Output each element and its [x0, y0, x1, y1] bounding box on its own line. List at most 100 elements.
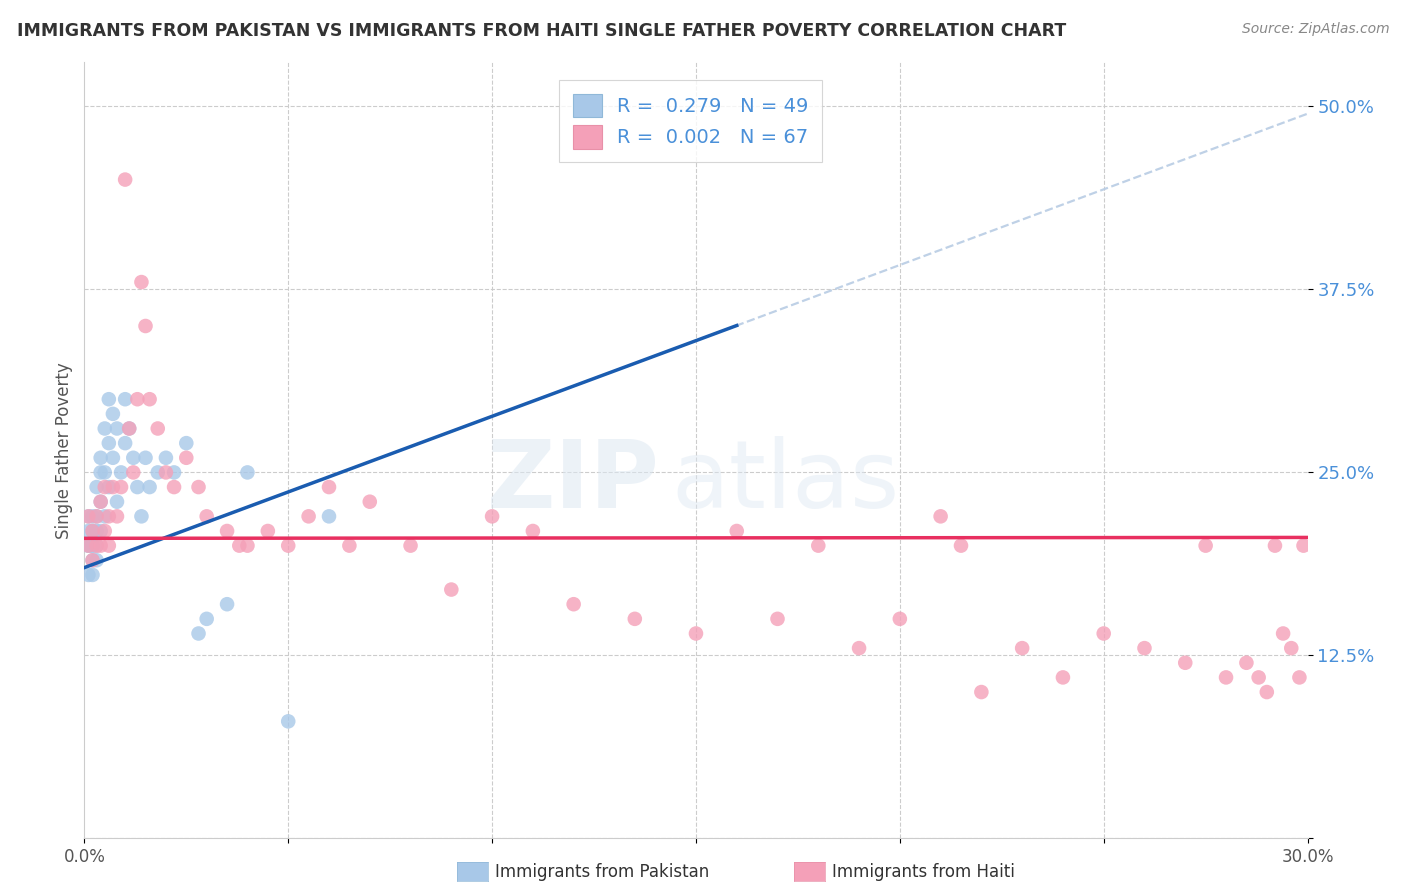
Point [1288, 670, 1310, 684]
Point [105, 494, 128, 508]
Point [110, 480, 132, 494]
Point [163, 466, 186, 480]
Point [318, 480, 340, 494]
Point [277, 714, 299, 729]
Point [101, 450, 124, 465]
Point [90, 494, 112, 508]
Text: ZIP: ZIP [486, 435, 659, 527]
Point [135, 450, 157, 465]
Text: Immigrants from Pakistan: Immigrants from Pakistan [495, 863, 709, 881]
Point [807, 539, 830, 553]
Point [86, 509, 108, 524]
Point [195, 612, 218, 626]
Point [174, 436, 197, 450]
Point [105, 421, 128, 435]
Point [562, 597, 585, 611]
Point [97, 509, 120, 524]
Point [90, 494, 112, 508]
Point [187, 626, 209, 640]
Point [138, 480, 160, 494]
Point [77, 509, 100, 524]
Point [236, 466, 259, 480]
Point [1215, 670, 1237, 684]
Point [440, 582, 463, 597]
Point [122, 450, 145, 465]
Text: Source: ZipAtlas.com: Source: ZipAtlas.com [1241, 22, 1389, 37]
Text: IMMIGRANTS FROM PAKISTAN VS IMMIGRANTS FROM HAITI SINGLE FATHER POVERTY CORRELAT: IMMIGRANTS FROM PAKISTAN VS IMMIGRANTS F… [17, 22, 1066, 40]
Point [1279, 641, 1302, 656]
Point [236, 539, 259, 553]
Point [138, 392, 160, 407]
Point [82, 568, 104, 582]
Point [1236, 656, 1258, 670]
Text: atlas: atlas [672, 435, 900, 527]
Point [217, 524, 239, 538]
Point [97, 436, 120, 450]
Point [1264, 539, 1286, 553]
Point [77, 539, 100, 553]
Point [195, 509, 218, 524]
Point [90, 524, 112, 538]
Point [118, 421, 141, 435]
Point [118, 421, 141, 435]
Point [86, 480, 108, 494]
Point [114, 392, 136, 407]
Point [77, 539, 100, 553]
Text: Immigrants from Haiti: Immigrants from Haiti [832, 863, 1015, 881]
Point [339, 539, 361, 553]
Point [1256, 685, 1278, 699]
Point [1272, 626, 1295, 640]
Y-axis label: Single Father Poverty: Single Father Poverty [55, 362, 73, 539]
Point [82, 509, 104, 524]
Point [970, 685, 993, 699]
Point [82, 553, 104, 567]
Point [298, 509, 321, 524]
Point [101, 407, 124, 421]
Point [1011, 641, 1033, 656]
Point [228, 539, 250, 553]
Point [217, 597, 239, 611]
Point [187, 480, 209, 494]
Point [90, 450, 112, 465]
Point [766, 612, 789, 626]
Point [155, 450, 177, 465]
Point [122, 466, 145, 480]
Point [93, 421, 115, 435]
Point [318, 509, 340, 524]
Point [1092, 626, 1115, 640]
Point [86, 524, 108, 538]
Point [82, 539, 104, 553]
Point [77, 539, 100, 553]
Point [929, 509, 952, 524]
Point [1195, 539, 1218, 553]
Point [114, 436, 136, 450]
Point [131, 509, 153, 524]
Point [93, 480, 115, 494]
Point [127, 392, 149, 407]
Point [889, 612, 911, 626]
Point [105, 509, 128, 524]
Point [131, 275, 153, 289]
Point [86, 539, 108, 553]
Point [82, 524, 104, 538]
Point [1247, 670, 1270, 684]
Point [86, 509, 108, 524]
Point [82, 553, 104, 567]
Point [725, 524, 748, 538]
Point [163, 480, 186, 494]
Point [77, 568, 100, 582]
Point [90, 466, 112, 480]
Point [146, 466, 169, 480]
Point [77, 509, 100, 524]
Point [93, 466, 115, 480]
Point [1174, 656, 1197, 670]
Point [97, 392, 120, 407]
Point [1292, 539, 1315, 553]
Point [950, 539, 973, 553]
Point [624, 612, 647, 626]
Point [127, 480, 149, 494]
Point [77, 524, 100, 538]
Point [135, 318, 157, 333]
Point [1133, 641, 1156, 656]
Point [257, 524, 280, 538]
